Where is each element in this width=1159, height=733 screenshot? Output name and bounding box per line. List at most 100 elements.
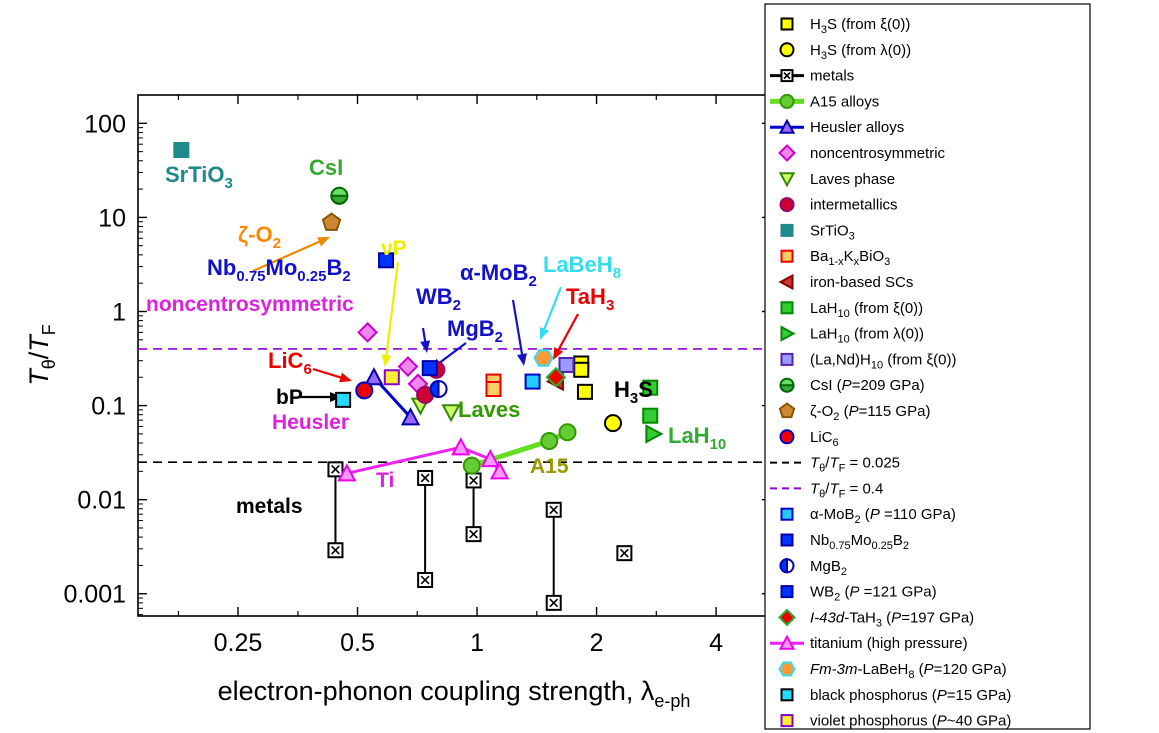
annotation-label: MgB2 xyxy=(447,316,503,346)
legend-label: titanium (high pressure) xyxy=(810,635,968,652)
legend-marker xyxy=(778,273,794,291)
legend-item: CsI (P=209 GPa) xyxy=(779,377,925,394)
legend-marker xyxy=(778,634,796,650)
y-tick-label: 10 xyxy=(98,204,126,232)
y-tick-label: 1 xyxy=(112,298,126,326)
legend-label: (La,Nd)H10 (from ξ(0)) xyxy=(810,351,956,371)
legend-item: H3S (from λ(0)) xyxy=(779,42,911,62)
annotation-label: bP xyxy=(276,386,303,409)
x-tick-label: 4 xyxy=(709,629,723,657)
annotation-arrow xyxy=(438,342,467,364)
legend-label: I-43d-TaH3 (P=197 GPa) xyxy=(810,609,974,629)
legend-item: H3S (from ξ(0)) xyxy=(780,16,910,36)
legend-label: Laves phase xyxy=(810,171,895,188)
legend-marker xyxy=(778,118,796,134)
legend-marker xyxy=(780,714,794,728)
data-point xyxy=(335,391,352,408)
legend-item: titanium (high pressure) xyxy=(770,634,968,652)
data-point xyxy=(429,380,448,399)
legend-marker xyxy=(779,93,795,109)
legend-marker xyxy=(778,172,796,188)
legend-label: α-MoB2 (P =110 GPa) xyxy=(810,506,956,526)
legend-item: ζ-O2 (P=115 GPa) xyxy=(778,402,930,423)
annotation-label: noncentrosymmetric xyxy=(146,293,354,316)
legend-item: LaH10 (from ξ(0)) xyxy=(780,300,923,320)
axis-ticks: 0.25 0.5 1 2 4 0.001 0.01 0.1 1 10 100 xyxy=(63,95,771,657)
annotation-label: νP xyxy=(381,237,407,260)
data-point xyxy=(383,369,400,386)
legend-item: Heusler alloys xyxy=(770,118,904,136)
legend-label: Nb0.75Mo0.25B2 xyxy=(810,532,909,552)
x-tick-label: 1 xyxy=(470,629,484,657)
annotation-labels: SrTiO3CsIζ-O2Nb0.75Mo0.25B2νPWB2α-MoB2La… xyxy=(146,155,726,518)
data-point xyxy=(441,404,461,423)
data-point xyxy=(645,424,664,444)
data-point xyxy=(421,360,438,377)
data-point xyxy=(378,252,395,269)
legend-label: noncentrosymmetric xyxy=(810,145,946,162)
legend-label: MgB2 xyxy=(810,558,847,578)
legend-item: (La,Nd)H10 (from ξ(0)) xyxy=(780,351,956,371)
annotation-label: WB2 xyxy=(416,284,461,314)
annotation-arrow xyxy=(385,261,400,356)
annotation-arrow xyxy=(421,327,427,342)
annotation-arrowhead xyxy=(317,237,330,247)
data-point xyxy=(337,463,357,482)
data-point xyxy=(603,414,622,433)
annotation-label: metals xyxy=(236,495,303,518)
data-point xyxy=(576,383,593,400)
legend-item: metals xyxy=(770,68,854,85)
legend-item: iron-based SCs xyxy=(778,273,913,291)
legend-marker xyxy=(778,608,796,627)
data-point xyxy=(489,461,510,480)
annotation-arrow xyxy=(511,299,524,355)
legend-marker xyxy=(780,223,794,237)
annotation-label: Laves xyxy=(458,397,520,422)
legend-label: Ba1-xKxBiO3 xyxy=(810,248,890,268)
legend-marker xyxy=(780,325,796,342)
legend-marker xyxy=(780,17,794,31)
legend-item: α-MoB2 (P =110 GPa) xyxy=(780,506,956,526)
data-point xyxy=(465,526,482,543)
legend-item: A15 alloys xyxy=(770,93,879,110)
annotation-label: H3S xyxy=(614,377,653,407)
data-point xyxy=(397,356,419,377)
legend-item: I-43d-TaH3 (P=197 GPa) xyxy=(778,608,974,629)
legend-marker xyxy=(779,42,795,58)
legend-label: LaH10 (from λ(0)) xyxy=(810,326,924,346)
data-point xyxy=(451,437,471,456)
data-point xyxy=(545,594,562,611)
legend-item: black phosphorus (P=15 GPa) xyxy=(780,687,1011,704)
annotation-label: CsI xyxy=(309,155,343,180)
legend-label: A15 alloys xyxy=(810,93,879,110)
legend-label: CsI (P=209 GPa) xyxy=(810,377,925,394)
annotation-arrowhead xyxy=(539,327,550,340)
legend-label: Fm-3m-LaBeH8 (P=120 GPa) xyxy=(810,661,1007,681)
legend-marker xyxy=(780,585,794,599)
data-point xyxy=(558,356,575,373)
annotation-arrow xyxy=(543,286,563,330)
annotation-label: Nb0.75Mo0.25B2 xyxy=(207,255,351,285)
legend-label: black phosphorus (P=15 GPa) xyxy=(810,687,1011,704)
legend: H3S (from ξ(0)) H3S (from λ(0)) metals A15 … xyxy=(764,3,1091,730)
legend-item: Tθ/TF = 0.025 xyxy=(770,455,900,475)
data-point xyxy=(400,407,421,426)
legend-label: WB2 (P =121 GPa) xyxy=(810,584,937,604)
legend-item: intermetallics xyxy=(779,197,898,214)
plot-area xyxy=(137,94,772,617)
legend-item: Ba1-xKxBiO3 xyxy=(780,248,890,268)
annotation-label: ζ-O2 xyxy=(238,222,281,252)
data-point xyxy=(355,381,374,400)
data-points xyxy=(173,142,664,611)
legend-item: Laves phase xyxy=(778,171,895,188)
y-tick-label: 0.001 xyxy=(63,581,126,609)
data-point xyxy=(480,448,500,468)
legend-label: ζ-O2 (P=115 GPa) xyxy=(810,403,930,423)
x-axis-title: electron-phonon coupling strength, λe-ph xyxy=(218,676,691,711)
legend-item: noncentrosymmetric xyxy=(778,144,946,162)
legend-frame xyxy=(764,3,1091,730)
legend-item: Fm-3m-LaBeH8 (P=120 GPa) xyxy=(778,661,1007,681)
legend-label: LiC6 xyxy=(810,429,839,449)
y-axis-title: Tθ/TF xyxy=(24,324,59,386)
